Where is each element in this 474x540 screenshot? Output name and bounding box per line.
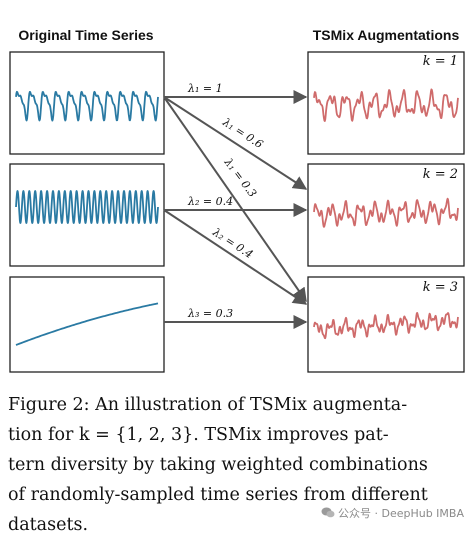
caption-line-3: tern diversity by taking weighted combin… <box>8 455 428 475</box>
k-label-2: k = 2 <box>423 167 458 182</box>
weight-label-2: λ₁ = 0.6 <box>220 115 266 151</box>
watermark: 公众号 · DeepHub IMBA <box>321 505 464 521</box>
watermark-text: 公众号 · DeepHub IMBA <box>337 507 464 520</box>
augmented-panel-1 <box>307 51 465 155</box>
augmented-series-1 <box>313 88 459 122</box>
left-heading: Original Time Series <box>18 27 153 43</box>
caption-line-2: tion for k = {1, 2, 3}. TSMix improves p… <box>8 425 389 445</box>
weight-label-4: λ₂ = 0.4 <box>187 195 233 208</box>
figure-caption: Figure 2: An illustration of TSMix augme… <box>8 390 468 540</box>
right-heading: TSMix Augmentations <box>313 27 460 43</box>
caption-line-5: datasets. <box>8 515 89 535</box>
original-series-1 <box>15 90 159 122</box>
k-label-3: k = 3 <box>423 280 458 295</box>
original-panel-3 <box>9 276 165 373</box>
augmented-series-3 <box>313 312 459 340</box>
weight-label-1: λ₁ = 1 <box>187 82 223 95</box>
wechat-icon <box>321 507 335 518</box>
arrow-1-to-3 <box>163 96 307 303</box>
weight-label-6: λ₃ = 0.3 <box>187 307 233 320</box>
original-series-2 <box>15 190 159 224</box>
k-label-1: k = 1 <box>423 54 458 69</box>
augmented-series-2 <box>313 197 459 228</box>
arrow-1-to-2 <box>163 96 308 190</box>
original-series-3 <box>15 302 159 346</box>
arrow-2-to-3 <box>163 209 308 305</box>
caption-line-1: Figure 2: An illustration of TSMix augme… <box>8 395 408 415</box>
weight-label-3: λ₁ = 0.3 <box>221 155 259 200</box>
tsmix-figure: Original Time Series TSMix Augmentations… <box>9 27 465 373</box>
caption-line-4: of randomly-sampled time series from dif… <box>8 485 428 505</box>
